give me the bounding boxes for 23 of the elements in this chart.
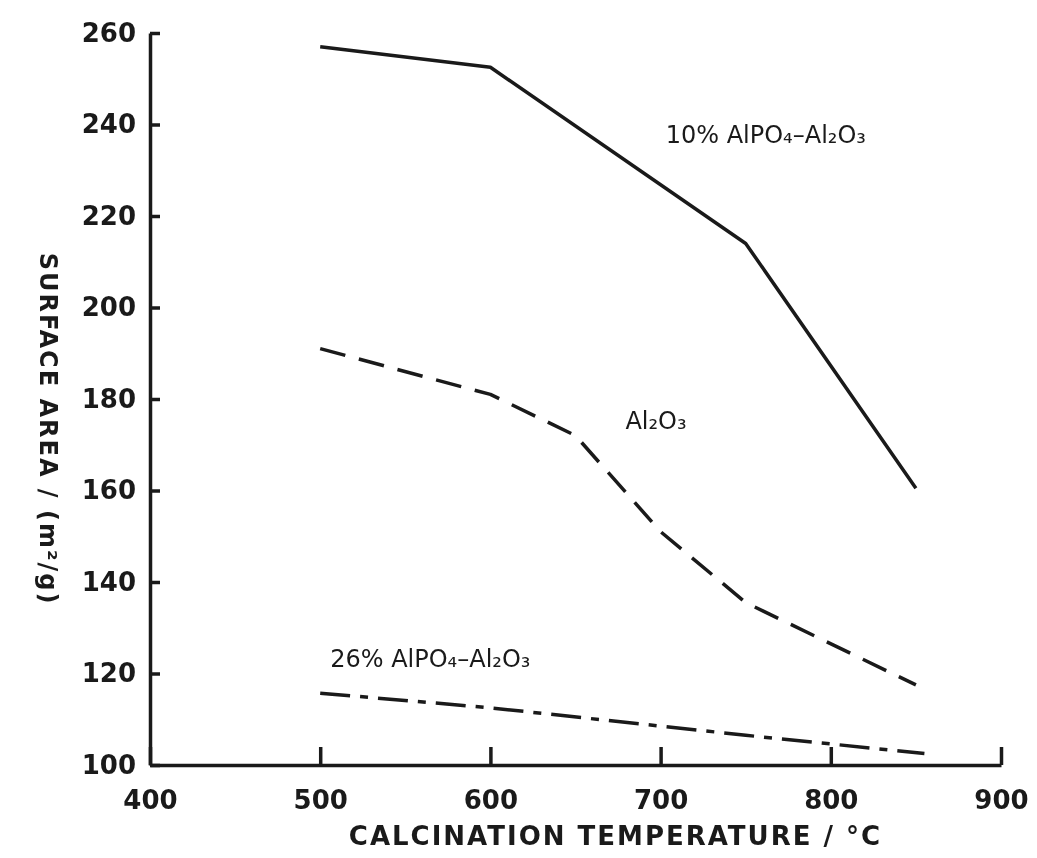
x-axis-title: CALCINATION TEMPERATURE / °C (348, 821, 883, 851)
line-series (318, 691, 927, 756)
y-tick-label: 180 (81, 383, 136, 414)
y-tick-label: 160 (81, 475, 136, 506)
y-axis-title: SURFACE AREA / (m²/g) (34, 252, 62, 606)
x-tick-label: 800 (804, 785, 859, 816)
x-tick-label: 600 (463, 785, 519, 816)
y-tick-label: 140 (81, 566, 136, 597)
x-tick-label: 500 (293, 785, 348, 816)
x-tick-label: 400 (123, 785, 178, 816)
series-label: 10% AlPO₄–Al₂O₃ (665, 121, 866, 150)
x-tick-label: 900 (974, 785, 1029, 816)
y-tick-label: 100 (81, 749, 136, 780)
y-tick-label: 120 (81, 658, 136, 689)
line-series (318, 44, 918, 490)
y-tick-label: 240 (81, 109, 136, 140)
y-tick-label: 220 (81, 200, 136, 231)
line-series (318, 346, 918, 687)
series-label: 26% AlPO₄–Al₂O₃ (330, 645, 531, 674)
y-tick-label: 260 (81, 17, 136, 48)
series-label: Al₂O₃ (625, 407, 687, 436)
y-tick-label: 200 (81, 292, 136, 323)
x-tick-label: 700 (633, 785, 689, 816)
